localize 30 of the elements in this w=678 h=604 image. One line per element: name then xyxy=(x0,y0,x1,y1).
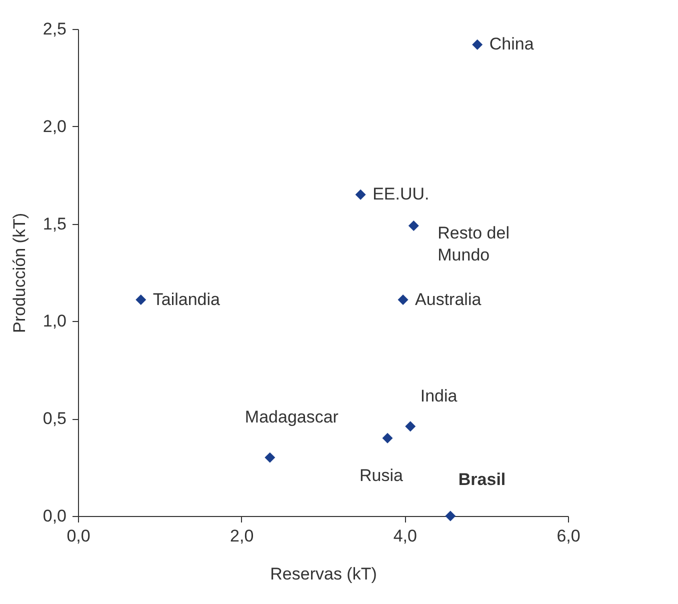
x-tick-label: 6,0 xyxy=(556,526,580,546)
point xyxy=(405,421,416,432)
y-tick-label: 0,0 xyxy=(42,506,66,526)
x-tick-label: 4,0 xyxy=(393,526,417,546)
annotation: Brasil xyxy=(458,470,506,489)
point xyxy=(382,432,393,444)
annotation: Australia xyxy=(415,290,482,309)
y-tick-label: 1,5 xyxy=(42,214,66,234)
y-tick-label: 0,5 xyxy=(42,409,66,428)
x-axis-title: Reservas (kT) xyxy=(270,564,377,584)
y-tick-label: 1,0 xyxy=(42,312,66,331)
y-tick-label: 2,5 xyxy=(42,20,66,38)
annotation: China xyxy=(489,34,534,54)
y-axis-title: Producción (kT) xyxy=(10,213,29,333)
point xyxy=(264,452,276,463)
point xyxy=(355,189,366,200)
point xyxy=(472,39,483,50)
annotation: India xyxy=(420,386,458,406)
y-tick-label: 2,0 xyxy=(42,116,66,136)
point xyxy=(136,294,146,306)
annotation: Madagascar xyxy=(244,408,339,427)
annotation: Resto del Mundo xyxy=(438,224,510,265)
x-tick-label: 2,0 xyxy=(230,526,254,546)
annotation: EE.UU. xyxy=(372,184,430,204)
annotation: Rusia xyxy=(360,466,404,486)
point xyxy=(408,220,419,231)
annotation: Tailandia xyxy=(152,290,221,309)
point xyxy=(445,510,456,522)
point xyxy=(398,294,408,306)
x-tick-label: 0,0 xyxy=(66,526,90,546)
